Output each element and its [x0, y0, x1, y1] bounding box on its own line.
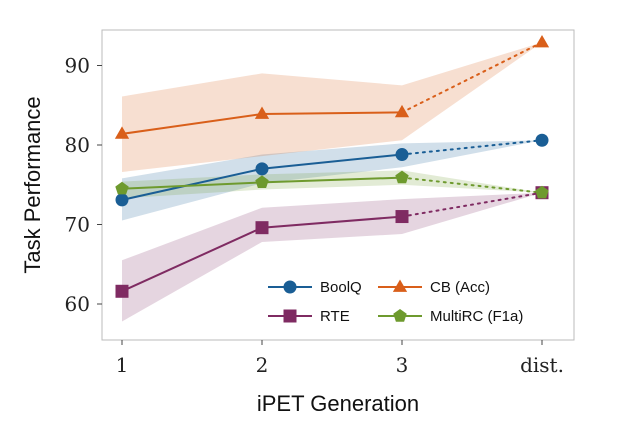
cb-acc-point [254, 106, 270, 119]
rte-point [115, 284, 129, 298]
multirc-f1a-dist-line [401, 176, 543, 194]
legend-multirc-f1a-marker [393, 309, 407, 322]
legend-cb-acc-label: CB (Acc) [430, 279, 490, 296]
cb-acc-point [534, 34, 550, 48]
x-axis: 1 2 3 dist. [116, 340, 564, 377]
multirc-f1a-point [535, 185, 549, 199]
legend-multirc-f1a-label: MultiRC (F1a) [430, 308, 523, 325]
x-tick-label: 1 [116, 353, 129, 377]
rte-point [255, 221, 269, 235]
rte-point [395, 210, 409, 224]
y-axis: 60 70 80 90 [65, 54, 102, 316]
multirc-f1a-point [115, 181, 129, 195]
legend-boolq-marker [283, 280, 297, 294]
cb-acc-band [122, 42, 542, 173]
boolq-dist-line [401, 139, 543, 156]
cb-acc-dist-line [401, 41, 543, 114]
multirc-f1a-point [255, 175, 269, 188]
boolq-band [122, 140, 542, 221]
legend-cb-acc-marker [392, 279, 408, 292]
y-tick-label: 60 [65, 292, 90, 316]
rte-dist-line [401, 191, 543, 218]
legend: BoolQ CB (Acc) RTE MultiRC (F1a) [268, 279, 523, 325]
boolq-point [535, 133, 549, 147]
rte-band [122, 192, 542, 322]
plot-frame [101, 29, 575, 341]
y-tick-label: 90 [65, 54, 90, 78]
cb-acc-point [114, 126, 130, 139]
multirc-f1a-point [395, 170, 409, 184]
legend-rte-label: RTE [320, 308, 350, 325]
boolq-point [115, 193, 129, 207]
x-tick-label: dist. [520, 353, 564, 377]
boolq-point [255, 162, 269, 176]
cb-acc-point [394, 104, 410, 118]
x-tick-label: 3 [396, 353, 409, 377]
series-markers [114, 34, 550, 298]
boolq-point [395, 148, 409, 162]
x-tick-label: 2 [256, 353, 269, 377]
x-axis-title: iPET Generation [257, 391, 419, 416]
y-axis-title: Task Performance [20, 96, 45, 273]
legend-boolq-label: BoolQ [320, 279, 362, 296]
y-tick-label: 70 [65, 213, 90, 237]
legend-rte-marker [283, 309, 297, 323]
y-tick-label: 80 [65, 133, 90, 157]
